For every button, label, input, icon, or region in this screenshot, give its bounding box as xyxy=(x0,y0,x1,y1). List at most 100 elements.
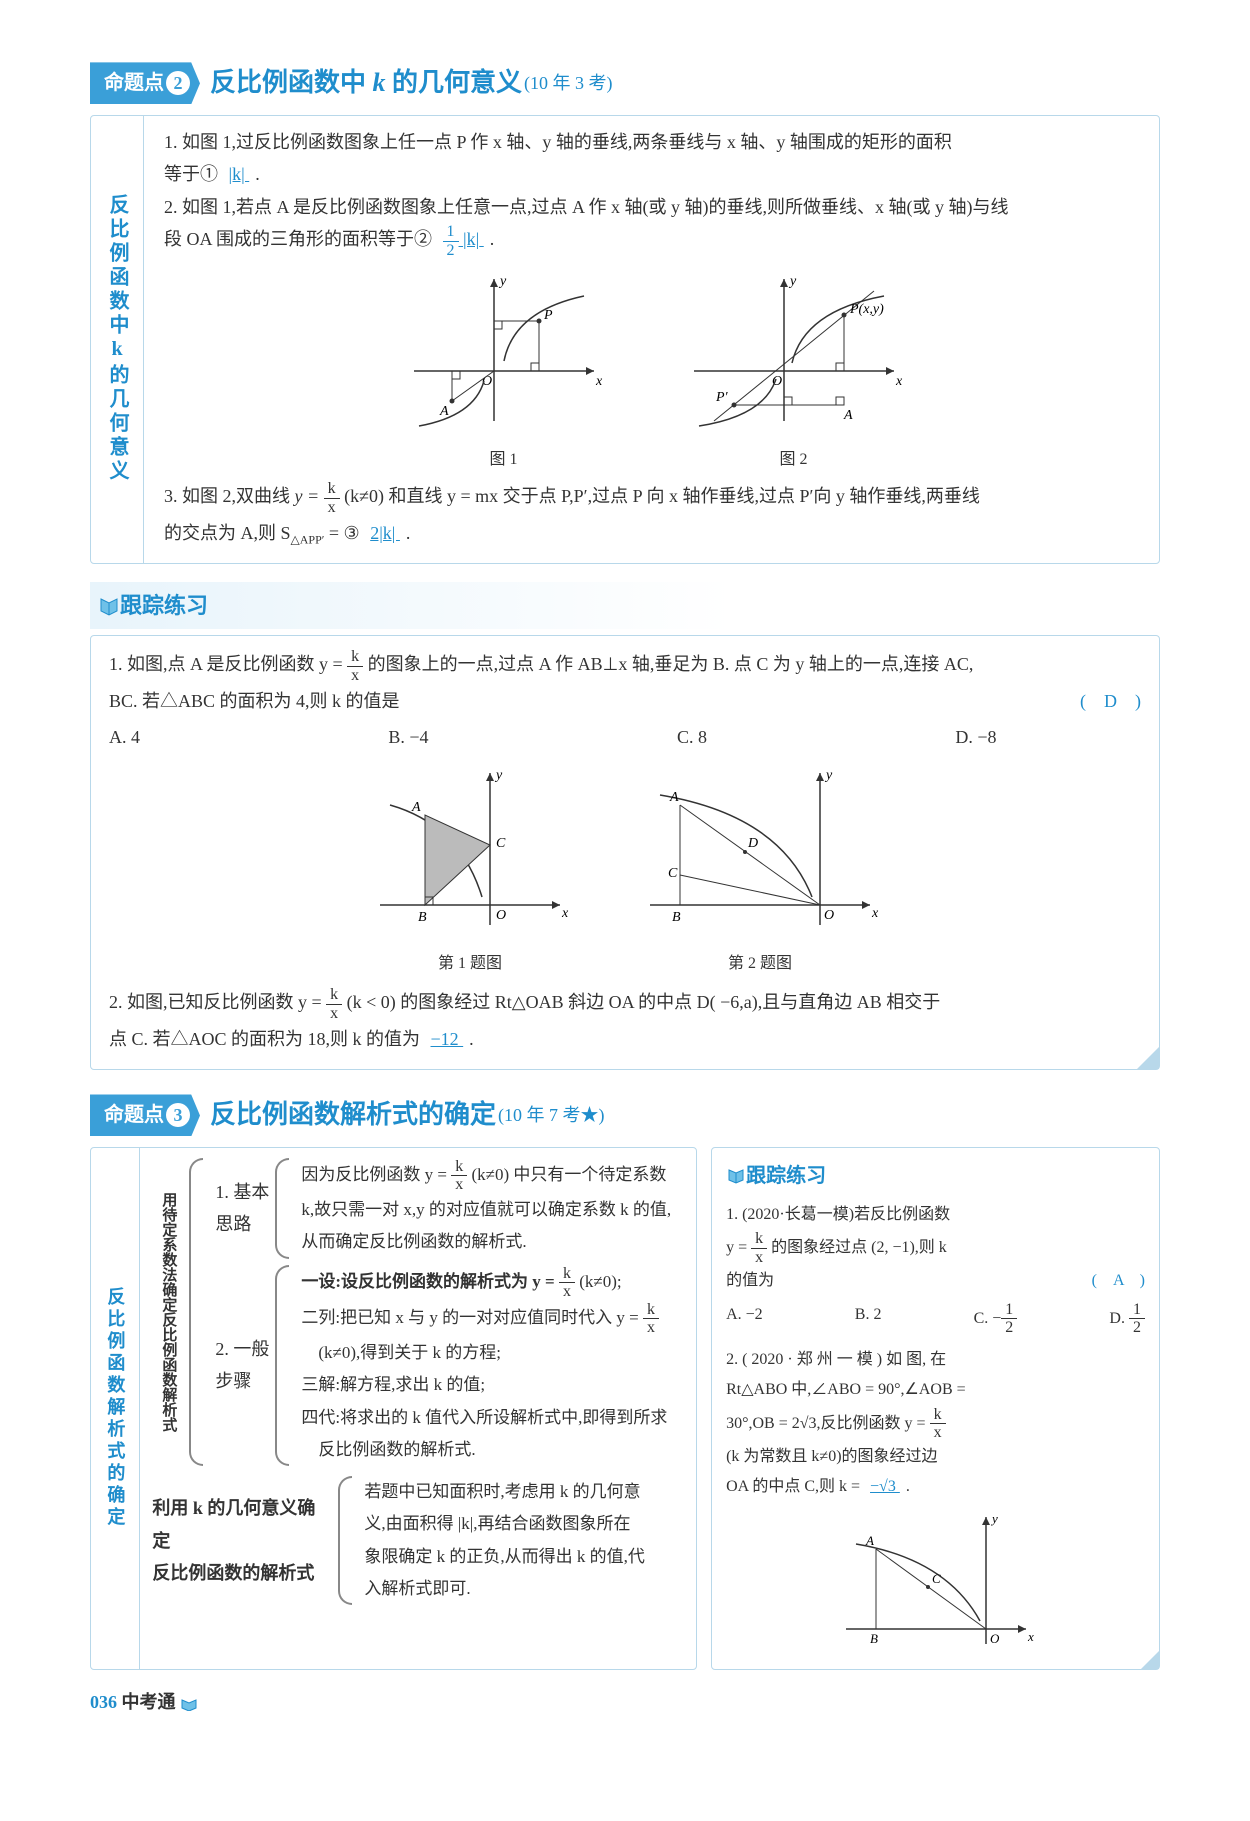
p2-figure: x y O A B C xyxy=(836,1509,1036,1649)
t3-row3: 利用 k 的几何意义确定 反比例函数的解析式 若题中已知面积时,考虑用 k 的几… xyxy=(152,1476,684,1605)
o2dd: 2 xyxy=(1129,1319,1145,1337)
book-name: 中考通 xyxy=(122,1692,176,1712)
svg-text:O: O xyxy=(990,1631,1000,1646)
t2p3nu: k xyxy=(324,480,340,499)
opt-c: C. 8 xyxy=(677,721,707,753)
figure-1: x y O P A xyxy=(404,271,604,431)
svg-text:y: y xyxy=(498,274,507,289)
r3d: 入解析式即可. xyxy=(364,1579,470,1598)
practice1-title: 跟踪练习 xyxy=(120,586,208,626)
t3-row3-label: 利用 k 的几何意义确定 反比例函数的解析式 xyxy=(152,1476,332,1605)
t3-row2: 2. 一般步骤 一设:设反比例函数的解析式为 y = kx (k≠0); 二列:… xyxy=(215,1265,684,1467)
footer-icon xyxy=(180,1697,198,1711)
p2-options: A. −2 B. 2 C. −12 D. 12 xyxy=(726,1301,1145,1337)
s1nu: k xyxy=(559,1265,575,1284)
p1q1c: BC. 若△ABC 的面积为 4,则 k 的值是 xyxy=(109,691,400,711)
s2b: (k≠0),得到关于 k 的方程; xyxy=(318,1343,501,1362)
s1b: (k≠0); xyxy=(579,1272,621,1291)
practice1-header: 跟踪练习 xyxy=(90,582,1160,630)
p2q1-answer: ( A ) xyxy=(1092,1266,1145,1296)
p2q2e: OA 的中点 C,则 k = xyxy=(726,1478,860,1495)
step1: 一设:设反比例函数的解析式为 y = kx (k≠0); xyxy=(301,1265,684,1301)
opt-b: B. −4 xyxy=(388,721,428,753)
p1q2b: (k < 0) 的图象经过 Rt△OAB 斜边 OA 的中点 D( −6,a),… xyxy=(347,993,941,1013)
p2q1a: 1. (2020·长葛一模)若反比例函数 xyxy=(726,1206,950,1223)
svg-text:C: C xyxy=(496,836,506,851)
t2-p3: 3. 如图 2,双曲线 y = kx (k≠0) 和直线 y = mx 交于点 … xyxy=(164,480,1143,550)
tag-label: 命题点 xyxy=(104,72,164,94)
step2: 二列:把已知 x 与 y 的一对对应值同时代入 y = kx (k≠0),得到关… xyxy=(301,1301,684,1369)
p1q1-answer: ( D ) xyxy=(1080,685,1141,717)
t2-fill1: |k| xyxy=(223,164,256,184)
p2q2nu: k xyxy=(930,1406,946,1425)
svg-text:O: O xyxy=(496,908,506,923)
p1-q1: 1. 如图,点 A 是反比例函数 y = kx 的图象上的一点,过点 A 作 A… xyxy=(109,648,1141,717)
fig1-wrap: x y O P A 图 1 xyxy=(404,271,604,474)
p1q2de: x xyxy=(326,1005,342,1023)
svg-text:x: x xyxy=(561,906,569,921)
p1-fig2: x y O A B C D 第 2 题图 xyxy=(640,765,880,978)
t2p3de: x xyxy=(324,499,340,517)
practice1-box: 1. 如图,点 A 是反比例函数 y = kx 的图象上的一点,过点 A 作 A… xyxy=(90,635,1160,1070)
bracket2-icon xyxy=(275,1265,289,1467)
t3-row1-label: 1. 基本思路 xyxy=(215,1158,269,1259)
svg-text:P′: P′ xyxy=(715,390,729,405)
tag3-num: 3 xyxy=(166,1103,190,1127)
t3-row1: 1. 基本思路 因为反比例函数 y = kx (k≠0) 中只有一个待定系数 k… xyxy=(215,1158,684,1259)
t2-p1-b: 等于① xyxy=(164,164,218,184)
t2-title-post: 的几何意义 xyxy=(392,68,522,97)
svg-text:x: x xyxy=(1027,1629,1034,1644)
svg-text:A: A xyxy=(411,800,421,815)
p1-fig1: x y O A B C 第 1 题图 xyxy=(370,765,570,978)
p1q1b: 的图象上的一点,过点 A 作 AB⊥x 轴,垂足为 B. 点 C 为 y 轴上的… xyxy=(368,655,974,675)
s4a: 四代:将求出的 k 值代入所设解析式中,即得到所求 xyxy=(301,1408,667,1427)
p1-options: A. 4 B. −4 C. 8 D. −8 xyxy=(109,721,997,753)
t3-inner-label: 用待定系数法确定反比例函数解析式 xyxy=(152,1158,183,1466)
p1q1de: x xyxy=(347,667,363,685)
topic2-note: (10 年 3 考) xyxy=(524,67,613,99)
p1q2-fill: −12 xyxy=(425,1029,470,1049)
bracket-icon xyxy=(189,1158,203,1466)
p2q2-fill: −√3 xyxy=(864,1478,906,1495)
book-icon-2 xyxy=(726,1166,746,1186)
t3-row1-text: 因为反比例函数 y = kx (k≠0) 中只有一个待定系数 k,故只需一对 x… xyxy=(301,1158,684,1259)
p1q2c: 点 C. 若△AOC 的面积为 18,则 k 的值为 xyxy=(109,1029,420,1049)
p2-q2: 2. ( 2020 · 郑 州 一 模 ) 如 图, 在 Rt△ABO 中,∠A… xyxy=(726,1345,1145,1503)
topic2-title: 反比例函数中 k 的几何意义 xyxy=(210,60,522,107)
step3: 三解:解方程,求出 k 的值; xyxy=(301,1369,684,1401)
p2q2f: . xyxy=(906,1478,910,1495)
o2cd: 2 xyxy=(1001,1319,1017,1337)
svg-text:C: C xyxy=(932,1571,941,1586)
svg-text:y: y xyxy=(788,274,797,289)
t2-p2: 2. 如图 1,若点 A 是反比例函数图象上任意一点,过点 A 作 x 轴(或 … xyxy=(164,191,1143,260)
topic2-side-label: 反比例函数中k的几何意义 xyxy=(91,116,144,563)
r1de: x xyxy=(451,1176,467,1194)
f2t: |k| xyxy=(463,229,479,249)
t2-p1: 1. 如图 1,过反比例函数图象上任一点 P 作 x 轴、y 轴的垂线,两条垂线… xyxy=(164,126,1143,191)
r1b: (k≠0) 中只有一个待定系数 xyxy=(471,1165,666,1184)
t2-p2-c: . xyxy=(490,229,495,249)
svg-text:y: y xyxy=(824,768,833,783)
section3-left: 反比例函数解析式的确定 用待定系数法确定反比例函数解析式 1. 基本思路 因为反… xyxy=(90,1147,697,1670)
o2d: D. 12 xyxy=(1109,1301,1145,1337)
r1a: 因为反比例函数 y = xyxy=(301,1165,451,1184)
svg-text:B: B xyxy=(870,1631,878,1646)
p2-fig: x y O A B C xyxy=(726,1509,1145,1659)
t2-title-pre: 反比例函数中 xyxy=(210,68,366,97)
book-icon xyxy=(98,595,120,617)
t2p3b: 的交点为 A,则 S xyxy=(164,523,291,543)
r1nu: k xyxy=(451,1158,467,1177)
fig2-wrap: x y O P(x,y) P′ A 图 2 xyxy=(684,271,904,474)
svg-text:A: A xyxy=(439,404,449,419)
t2-fill3: 2|k| xyxy=(364,523,406,543)
p2q2a: 2. ( 2020 · 郑 州 一 模 ) 如 图, 在 xyxy=(726,1351,946,1368)
topic3-tag: 命题点3 xyxy=(90,1094,200,1136)
t3-row2-text: 一设:设反比例函数的解析式为 y = kx (k≠0); 二列:把已知 x 与 … xyxy=(301,1265,684,1467)
p2q1b: y = xyxy=(726,1239,751,1256)
fig1-caption: 图 1 xyxy=(404,446,604,475)
t2-p1-a: 1. 如图 1,过反比例函数图象上任一点 P 作 x 轴、y 轴的垂线,两条垂线… xyxy=(164,132,952,152)
f2de: 2 xyxy=(443,242,459,260)
topic2-box: 反比例函数中k的几何意义 1. 如图 1,过反比例函数图象上任一点 P 作 x … xyxy=(90,115,1160,564)
bracket3-icon xyxy=(338,1476,352,1605)
t2-p2-a: 2. 如图 1,若点 A 是反比例函数图象上任意一点,过点 A 作 x 轴(或 … xyxy=(164,197,1008,217)
